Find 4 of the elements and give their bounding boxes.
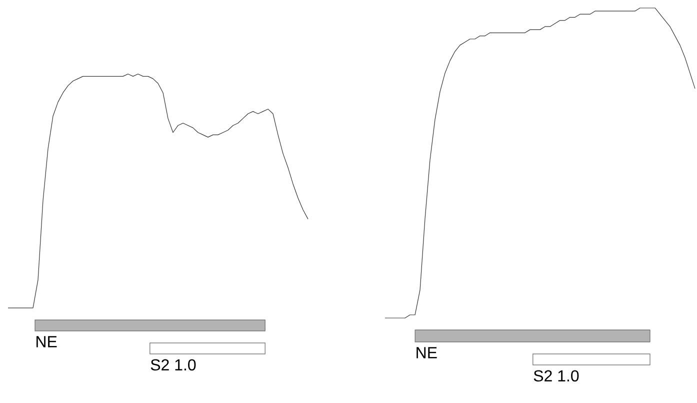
text: NE [416,347,437,358]
text: NE [36,336,57,348]
text: S2 1.0 [150,359,196,371]
text: S2 1.0 [534,370,579,382]
